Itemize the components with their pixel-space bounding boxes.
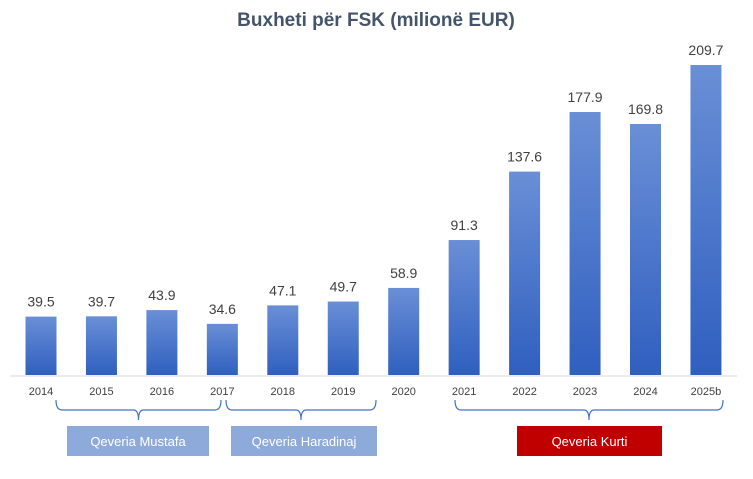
x-tick-2024: 2024 [633,386,657,398]
brace-2 [454,399,724,421]
x-tick-2023: 2023 [573,386,597,398]
data-label-2023: 177.9 [568,89,603,105]
data-label-2015: 39.7 [88,293,115,309]
x-tick-2021: 2021 [452,386,476,398]
data-label-2017: 34.6 [209,301,236,317]
bar-2022 [509,171,541,375]
x-tick-2019: 2019 [331,386,355,398]
bar-2016 [146,310,178,375]
bar-2014 [25,316,57,375]
bar-2025b [690,65,722,375]
x-tick-2014: 2014 [29,386,53,398]
data-label-2014: 39.5 [27,294,54,310]
government-box-0 [67,426,209,456]
government-box-2 [517,426,662,456]
data-label-2019: 49.7 [330,279,357,295]
bar-2023 [569,112,601,376]
data-label-2022: 137.6 [507,149,542,165]
x-tick-2016: 2016 [150,386,174,398]
bar-2015 [85,316,117,375]
brace-1 [225,399,377,421]
x-tick-2018: 2018 [271,386,295,398]
x-tick-2017: 2017 [210,386,234,398]
bar-2017 [206,323,238,375]
government-label-2: Qeveria Kurti [552,434,628,449]
government-label-0: Qeveria Mustafa [90,434,186,449]
x-tick-2020: 2020 [391,386,415,398]
bar-2020 [388,287,420,375]
data-label-2021: 91.3 [451,217,478,233]
government-box-1 [231,426,377,456]
x-tick-2015: 2015 [89,386,113,398]
data-label-2020: 58.9 [390,265,417,281]
x-tick-2025b: 2025b [691,386,722,398]
bar-2024 [630,123,661,376]
bar-2019 [327,301,359,375]
x-tick-2022: 2022 [512,386,536,398]
bar-2021 [448,240,480,375]
brace-0 [55,399,222,421]
government-label-1: Qeveria Haradinaj [252,434,357,449]
chart-title: Buxheti për FSK (milionë EUR) [237,10,515,31]
bar-2018 [267,305,299,375]
data-label-2025b: 209.7 [688,42,723,58]
data-label-2018: 47.1 [269,282,296,298]
data-label-2024: 169.8 [628,101,663,117]
data-label-2016: 43.9 [148,287,175,303]
